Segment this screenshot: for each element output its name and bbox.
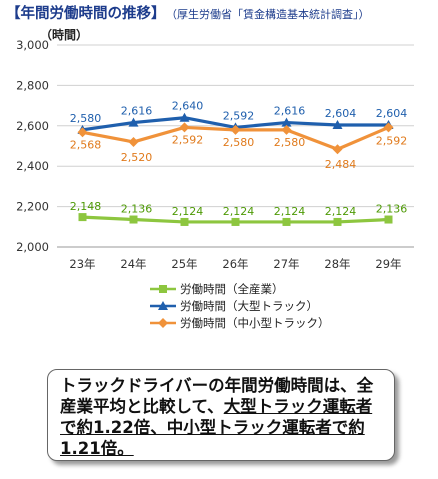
y-tick-label: 2,600 <box>16 119 49 133</box>
y-tick-label: 2,200 <box>16 200 49 214</box>
legend-swatch-blue <box>150 301 176 310</box>
legend-label: 労働時間（大型トラック） <box>180 299 318 313</box>
data-label-all-industries: 2,136 <box>376 203 408 216</box>
x-tick-label: 25年 <box>171 257 197 271</box>
source-note: （厚生労働省「賃金構造基本統計調査」） <box>171 8 370 21</box>
x-tick-label: 24年 <box>120 257 146 271</box>
data-label-all-industries: 2,124 <box>172 205 204 218</box>
data-point-small-medium-truck <box>281 124 292 135</box>
data-label-large-truck: 2,592 <box>223 109 255 122</box>
data-label-small-medium-truck: 2,520 <box>121 151 153 164</box>
data-point-all-industries <box>129 215 138 224</box>
page-title: 【年間労働時間の推移】 <box>6 6 166 22</box>
data-point-small-medium-truck <box>179 122 190 133</box>
data-label-all-industries: 2,148 <box>70 200 102 213</box>
data-label-large-truck: 2,616 <box>274 105 306 118</box>
data-point-small-medium-truck <box>332 144 343 155</box>
data-point-large-truck <box>332 119 343 129</box>
data-point-all-industries <box>78 213 87 222</box>
data-point-all-industries <box>282 217 291 226</box>
y-tick-label: 2,400 <box>16 159 49 173</box>
callout-line: 産業平均と比較して、大型トラック運転者 <box>60 396 382 417</box>
data-label-all-industries: 2,136 <box>121 203 153 216</box>
data-point-all-industries <box>333 217 342 226</box>
data-point-small-medium-truck <box>128 136 139 147</box>
legend-item-all-industries: 労働時間（全産業） <box>150 281 380 298</box>
callout-text-underlined: 大型トラック運転者 <box>223 397 373 416</box>
data-label-large-truck: 2,604 <box>376 107 408 120</box>
legend-label: 労働時間（全産業） <box>180 282 284 296</box>
legend-item-large-truck: 労働時間（大型トラック） <box>150 298 380 315</box>
data-label-small-medium-truck: 2,568 <box>70 138 102 151</box>
data-point-all-industries <box>231 217 240 226</box>
x-tick-label: 28年 <box>324 257 350 271</box>
y-tick-label: 2,000 <box>16 240 49 254</box>
data-point-all-industries <box>180 217 189 226</box>
data-label-small-medium-truck: 2,580 <box>223 136 255 149</box>
legend-label: 労働時間（中小型トラック） <box>180 316 330 330</box>
summary-callout: トラックドライバーの年間労働時間は、全 産業平均と比較して、大型トラック運転者 … <box>47 369 395 461</box>
legend-swatch-orange <box>150 318 176 328</box>
x-tick-label: 27年 <box>273 257 299 271</box>
callout-line-underlined: で約1.22倍、中小型トラック運転者で約 <box>60 418 365 437</box>
legend: 労働時間（全産業） 労働時間（大型トラック） 労働時間（中小型トラック） <box>150 281 380 332</box>
legend-swatch-green <box>150 285 176 293</box>
callout-text: 産業平均と比較して、 <box>60 397 224 416</box>
line-chart: 2,000 2,200 2,400 2,600 2,800 3,000 23年 24年 25年 2… <box>16 38 414 271</box>
data-label-all-industries: 2,124 <box>223 205 255 218</box>
x-tick-label: 23年 <box>69 257 95 271</box>
data-label-large-truck: 2,640 <box>172 100 204 113</box>
legend-item-small-medium-truck: 労働時間（中小型トラック） <box>150 315 380 332</box>
callout-line-underlined: 1.21倍。 <box>60 439 134 458</box>
y-axis-label: （時間） <box>40 28 89 42</box>
data-label-small-medium-truck: 2,592 <box>172 133 204 146</box>
data-label-large-truck: 2,580 <box>70 112 102 125</box>
y-tick-label: 2,800 <box>16 78 49 92</box>
data-point-large-truck <box>128 117 139 127</box>
data-label-small-medium-truck: 2,592 <box>376 134 408 147</box>
x-tick-label: 26年 <box>222 257 248 271</box>
title-row: 【年間労働時間の推移】 （厚生労働省「賃金構造基本統計調査」） <box>6 2 436 24</box>
data-label-large-truck: 2,616 <box>121 105 153 118</box>
data-point-large-truck <box>179 112 190 122</box>
data-point-small-medium-truck <box>77 127 88 138</box>
y-tick-label: 3,000 <box>16 38 49 52</box>
x-tick-label: 29年 <box>375 257 401 271</box>
data-label-all-industries: 2,124 <box>325 205 357 218</box>
data-point-small-medium-truck <box>230 124 241 135</box>
data-label-large-truck: 2,604 <box>325 107 357 120</box>
data-point-small-medium-truck <box>383 122 394 133</box>
data-label-small-medium-truck: 2,580 <box>274 136 306 149</box>
data-point-all-industries <box>384 215 393 224</box>
callout-line: トラックドライバーの年間労働時間は、全 <box>60 376 374 395</box>
data-label-all-industries: 2,124 <box>274 205 306 218</box>
data-point-large-truck <box>281 117 292 127</box>
data-label-small-medium-truck: 2,484 <box>325 158 357 171</box>
